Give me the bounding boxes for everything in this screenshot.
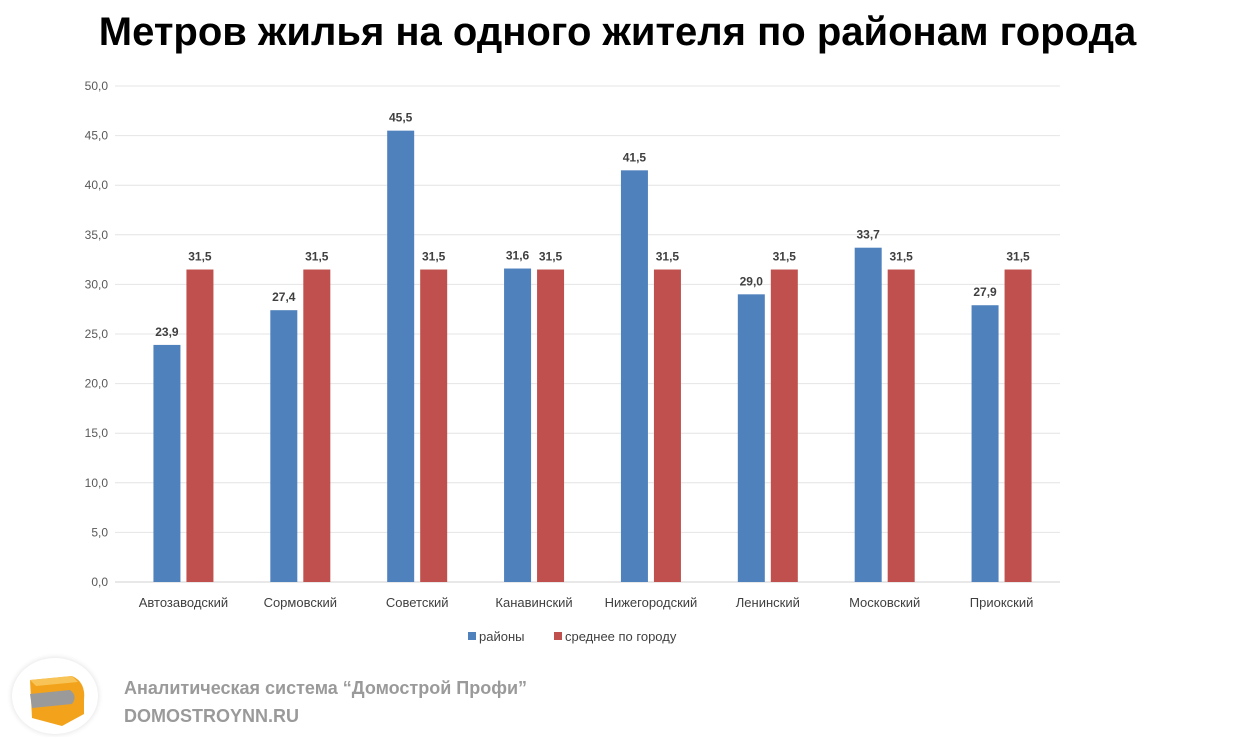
x-tick-label: Канавинский xyxy=(495,595,572,610)
domostroy-logo xyxy=(12,658,98,734)
footer: Аналитическая система “Домострой Профи” … xyxy=(124,674,527,730)
bar-district xyxy=(971,305,999,582)
data-label: 31,5 xyxy=(422,250,446,264)
bar-district xyxy=(153,344,181,582)
y-tick-label: 45,0 xyxy=(85,129,109,143)
data-label: 31,5 xyxy=(1006,250,1030,264)
bar-city-average xyxy=(303,269,331,582)
x-tick-label: Автозаводский xyxy=(139,595,228,610)
bar-city-average xyxy=(186,269,214,582)
y-tick-label: 40,0 xyxy=(85,178,109,192)
x-tick-label: Ленинский xyxy=(736,595,800,610)
data-label: 31,5 xyxy=(539,250,563,264)
x-tick-label: Советский xyxy=(386,595,449,610)
legend-swatch xyxy=(554,632,562,640)
data-label: 31,5 xyxy=(890,250,914,264)
bar-district xyxy=(854,247,882,583)
data-label: 31,6 xyxy=(506,249,530,263)
bar-city-average xyxy=(420,269,448,582)
data-label: 31,5 xyxy=(656,250,680,264)
bar-city-average xyxy=(1004,269,1032,582)
bar-district xyxy=(737,294,765,582)
footer-url: DOMOSTROYNN.RU xyxy=(124,706,299,726)
bar-district xyxy=(620,170,648,582)
logo-icon xyxy=(30,676,85,726)
x-tick-label: Сормовский xyxy=(264,595,338,610)
data-label: 23,9 xyxy=(155,325,179,339)
bar-district xyxy=(504,268,532,582)
y-tick-label: 20,0 xyxy=(85,377,109,391)
x-tick-label: Нижегородский xyxy=(605,595,698,610)
y-tick-label: 30,0 xyxy=(85,277,109,291)
legend-label: районы xyxy=(479,629,524,644)
y-tick-label: 0,0 xyxy=(91,575,108,589)
data-label: 31,5 xyxy=(188,250,212,264)
y-tick-label: 15,0 xyxy=(85,426,109,440)
y-tick-label: 10,0 xyxy=(85,476,109,490)
legend-label: среднее по городу xyxy=(565,629,677,644)
bar-city-average xyxy=(653,269,681,582)
x-tick-label: Московский xyxy=(849,595,920,610)
bar-district xyxy=(270,310,298,582)
data-label: 45,5 xyxy=(389,111,413,125)
y-tick-label: 5,0 xyxy=(91,525,108,539)
data-label: 31,5 xyxy=(773,250,797,264)
y-tick-label: 25,0 xyxy=(85,327,109,341)
y-tick-label: 50,0 xyxy=(85,79,109,93)
data-label: 41,5 xyxy=(623,150,647,164)
data-label: 27,4 xyxy=(272,290,296,304)
data-label: 31,5 xyxy=(305,250,329,264)
chart-title: Метров жилья на одного жителя по районам… xyxy=(98,10,1137,54)
y-tick-label: 35,0 xyxy=(85,228,109,242)
data-label: 27,9 xyxy=(973,285,997,299)
bar-city-average xyxy=(770,269,798,582)
data-label: 29,0 xyxy=(740,274,764,288)
bar-city-average xyxy=(887,269,915,582)
x-tick-label: Приокский xyxy=(970,595,1034,610)
legend-swatch xyxy=(468,632,476,640)
bar-district xyxy=(387,130,415,582)
footer-line1: Аналитическая система “Домострой Профи” xyxy=(124,678,528,698)
bar-city-average xyxy=(537,269,565,582)
data-label: 33,7 xyxy=(857,228,881,242)
